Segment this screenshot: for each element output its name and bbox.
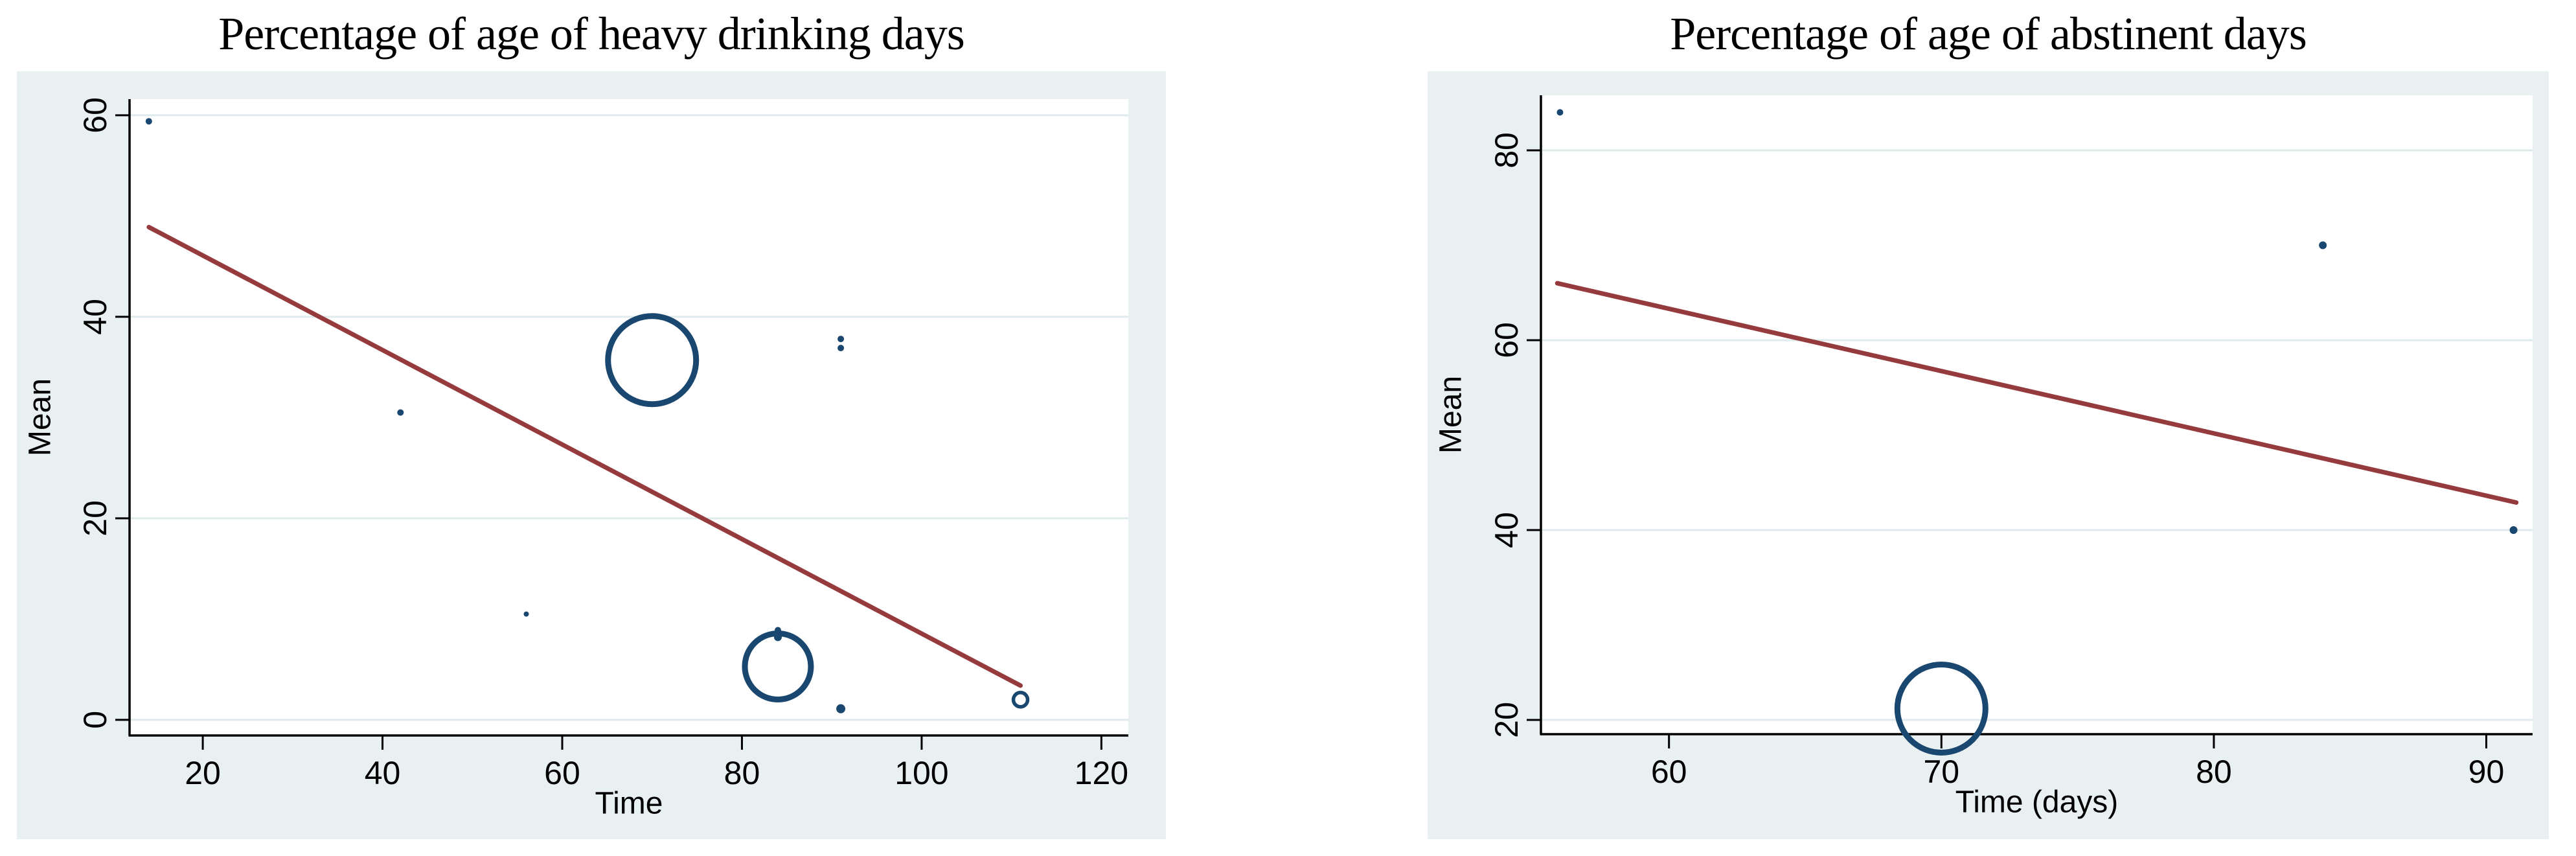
- plot-area: [130, 99, 1128, 735]
- data-point-0-10: [1011, 691, 1030, 709]
- x-tick-label-70: 70: [1923, 754, 1959, 790]
- fit-line: [1555, 281, 2519, 505]
- y-tick-label-20: 20: [77, 500, 113, 537]
- y-tick-label-20: 20: [1488, 702, 1525, 738]
- y-tick-label-0: 0: [77, 711, 113, 729]
- data-point-0-3: [605, 313, 700, 408]
- x-tick-label-60: 60: [1651, 754, 1687, 790]
- y-axis-title: Mean: [23, 378, 58, 456]
- chart-heavy-drinking-days: 0 20 40 60 20 40 60 80 100 120 Time Mean: [17, 71, 1166, 839]
- chart-abstinent-days: 20 40 60 80 60 70 80 90 Time (days) Mean: [1428, 71, 2549, 839]
- data-point-0-1: [397, 409, 404, 416]
- x-tick-label-120: 120: [1075, 755, 1128, 791]
- y-tick-label-40: 40: [77, 299, 113, 335]
- x-axis-title: Time: [595, 787, 663, 821]
- y-tick-label-40: 40: [1488, 512, 1525, 548]
- y-tick-label-60: 60: [77, 97, 113, 133]
- data-point-0-6: [742, 630, 814, 702]
- x-tick-label-80: 80: [2196, 754, 2232, 790]
- data-point-0-0: [145, 118, 152, 125]
- data-point-1-0: [1556, 109, 1564, 116]
- data-point-1-1: [2319, 241, 2327, 249]
- plot-svg: 20 40 60 80 60 70 80 90 Time (days) Mean: [1434, 95, 2533, 820]
- x-tick-label-40: 40: [365, 755, 401, 791]
- data-point-1-2: [1894, 661, 1989, 756]
- data-point-0-2: [523, 611, 529, 617]
- y-axis-title: Mean: [1434, 376, 1468, 454]
- x-tick-label-90: 90: [2468, 754, 2505, 790]
- data-point-0-9: [836, 704, 846, 713]
- plot-svg: 0 20 40 60 20 40 60 80 100 120 Time Mean: [23, 97, 1129, 821]
- x-axis-title: Time (days): [1955, 785, 2119, 820]
- x-tick-label-80: 80: [724, 755, 760, 791]
- plot-area: [1541, 95, 2533, 734]
- chart-title-heavy-drinking: Percentage of age of heavy drinking days: [218, 8, 965, 60]
- chart-title-abstinent: Percentage of age of abstinent days: [1670, 8, 2307, 60]
- y-tick-label-80: 80: [1488, 132, 1525, 168]
- x-tick-label-20: 20: [185, 755, 221, 791]
- data-point-0-8: [838, 345, 845, 352]
- data-point-0-7: [838, 336, 845, 343]
- x-tick-label-60: 60: [544, 755, 580, 791]
- fit-line: [146, 224, 1023, 688]
- data-point-1-3: [2509, 526, 2518, 535]
- y-tick-label-60: 60: [1488, 322, 1525, 358]
- x-tick-label-100: 100: [895, 755, 948, 791]
